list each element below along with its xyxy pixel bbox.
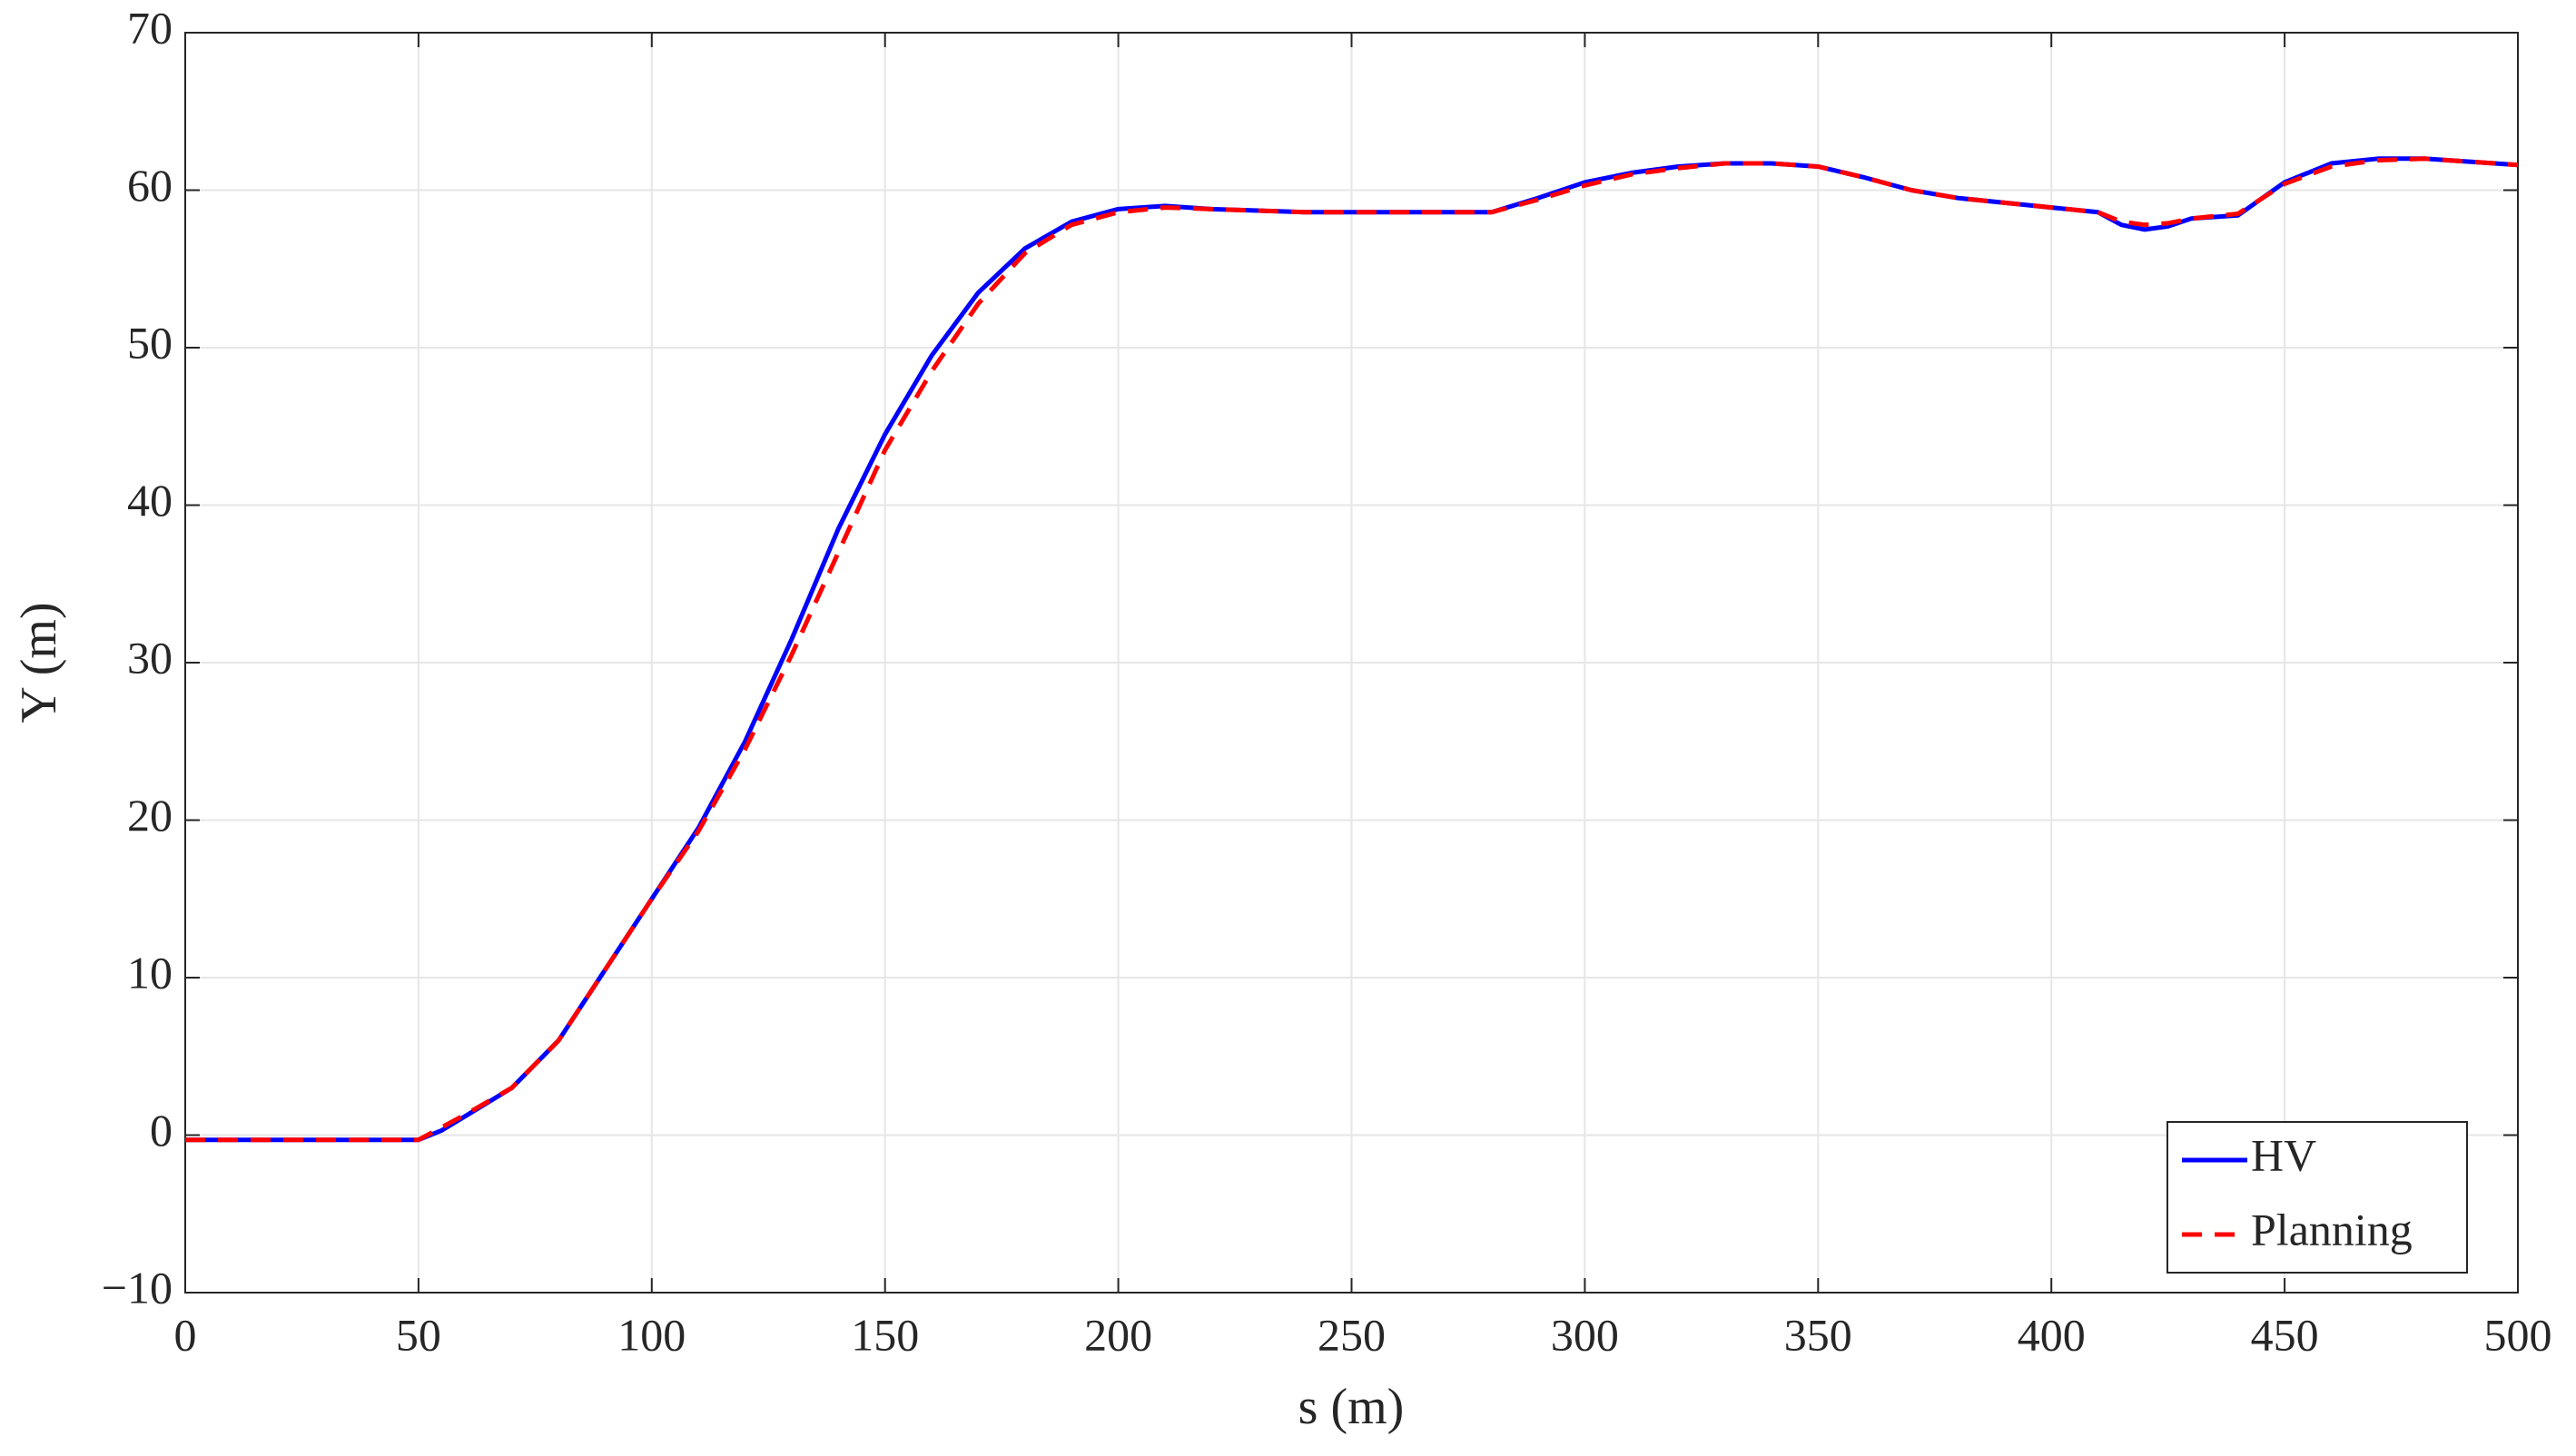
x-tick-label: 0 (174, 1309, 197, 1360)
y-tick-label: −10 (102, 1262, 173, 1313)
y-tick-label: 60 (127, 160, 173, 211)
x-axis-label: s (m) (1298, 1379, 1405, 1435)
y-tick-label: 50 (127, 317, 173, 368)
legend-box (2166, 1121, 2468, 1274)
x-tick-label: 250 (1318, 1309, 1386, 1360)
x-tick-label: 100 (617, 1309, 686, 1360)
y-tick-label: 40 (127, 475, 173, 526)
x-tick-label: 300 (1551, 1309, 1619, 1360)
x-tick-label: 350 (1784, 1309, 1852, 1360)
legend-label: Planning (2251, 1204, 2413, 1254)
legend-label: HV (2251, 1129, 2316, 1180)
y-tick-label: 0 (150, 1105, 173, 1156)
y-tick-label: 20 (127, 790, 173, 841)
x-tick-label: 400 (2018, 1309, 2086, 1360)
y-tick-label: 30 (127, 632, 173, 683)
x-tick-label: 200 (1084, 1309, 1152, 1360)
y-axis-label: Y (m) (11, 602, 67, 723)
x-tick-label: 500 (2484, 1309, 2552, 1360)
data-line (185, 156, 2519, 1143)
x-tick-label: 450 (2251, 1309, 2319, 1360)
y-tick-label: 70 (127, 2, 173, 53)
x-tick-label: 150 (851, 1309, 919, 1360)
y-tick-label: 10 (127, 947, 173, 998)
x-tick-label: 50 (396, 1309, 441, 1360)
axes-box (184, 32, 2519, 1294)
